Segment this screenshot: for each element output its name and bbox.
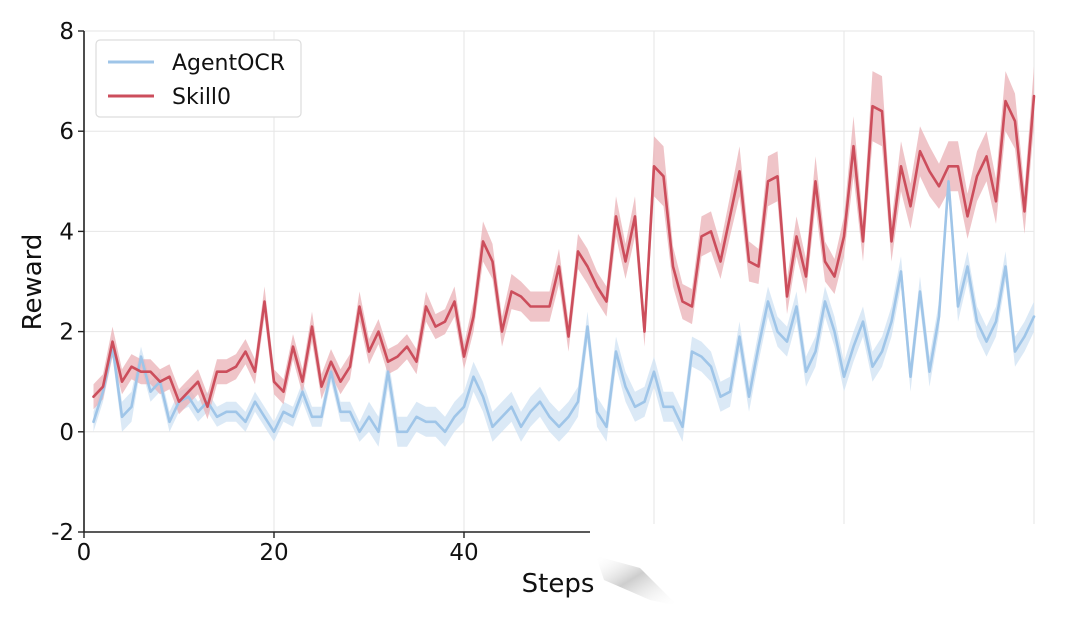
confidence-bands [93,66,1034,447]
occlusion-smudge [596,556,678,606]
series-line-agentocr [92,180,1036,434]
band-skill0 [93,66,1034,420]
x-tick-label: 40 [449,540,478,566]
y-tick-label: 8 [59,19,74,45]
series-line-skill0 [92,94,1036,409]
legend-label-agentocr: AgentOCR [172,51,285,76]
series-lines [92,94,1036,434]
x-ticks: 0 20 40 [77,532,479,566]
y-tick-label: -2 [51,520,74,546]
legend-label-skill0: Skill0 [172,85,231,110]
y-ticks: -2 0 2 4 6 8 [51,19,84,546]
legend-box [95,39,302,118]
x-tick-label: 20 [259,540,288,566]
y-axis-label: Reward [18,234,48,331]
y-tick-label: 0 [59,420,74,446]
x-axis-label: Steps [522,569,595,599]
x-tick-label: 0 [77,540,92,566]
y-tick-label: 2 [59,320,74,346]
y-tick-label: 4 [59,219,74,245]
occlusion-overlay [590,524,1080,617]
legend: AgentOCR Skill0 [95,39,302,118]
y-tick-label: 6 [59,119,74,145]
